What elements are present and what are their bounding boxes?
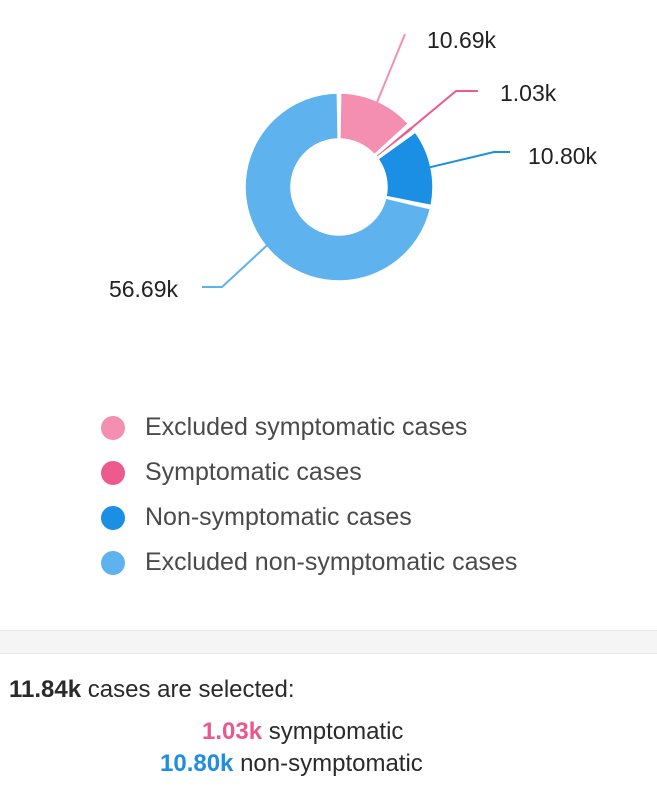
symptomatic-count: 1.03k <box>202 718 263 745</box>
legend-swatch <box>101 505 125 530</box>
legend-swatch <box>101 460 125 485</box>
donut-chart-svg: 10.69k 1.03k 10.80k 56.69k <box>109 27 598 302</box>
legend-swatch <box>101 415 125 440</box>
legend-item-non-symptomatic[interactable]: Non-symptomatic cases <box>101 495 517 540</box>
donut-slice-3[interactable] <box>244 92 432 282</box>
symptomatic-summary-line: 1.03k symptomatic <box>202 718 403 746</box>
legend-item-excluded-non-symptomatic[interactable]: Excluded non-symptomatic cases <box>101 540 517 585</box>
leader-line-3 <box>202 241 272 288</box>
selection-summary: 11.84k cases are selected: <box>9 676 295 704</box>
selected-total-value: 11.84k <box>9 676 82 703</box>
donut-slice-2[interactable] <box>377 131 434 207</box>
legend-label: Excluded symptomatic cases <box>145 413 468 441</box>
legend-label: Non-symptomatic cases <box>145 503 412 531</box>
data-label-3: 56.69k <box>109 276 179 302</box>
legend-label: Excluded non-symptomatic cases <box>145 548 518 576</box>
data-label-1: 1.03k <box>500 80 557 106</box>
leader-line-2 <box>424 151 510 170</box>
donut-chart: 10.69k 1.03k 10.80k 56.69k <box>109 27 598 302</box>
non-symptomatic-count: 10.80k <box>160 750 234 777</box>
legend-item-excluded-symptomatic[interactable]: Excluded symptomatic cases <box>101 405 517 450</box>
symptomatic-text: symptomatic <box>268 718 404 745</box>
data-label-0: 10.69k <box>427 27 497 53</box>
donut-slice-0[interactable] <box>339 92 410 156</box>
section-divider <box>0 630 657 654</box>
leader-line-0 <box>374 33 406 108</box>
data-label-2: 10.80k <box>528 143 598 169</box>
legend-item-symptomatic[interactable]: Symptomatic cases <box>101 450 517 495</box>
leader-line-1 <box>406 90 478 133</box>
chart-legend: Excluded symptomatic cases Symptomatic c… <box>101 405 517 585</box>
non-symptomatic-summary-line: 10.80k non-symptomatic <box>160 750 423 778</box>
non-symptomatic-text: non-symptomatic <box>240 750 423 777</box>
legend-label: Symptomatic cases <box>145 458 362 486</box>
legend-swatch <box>101 550 125 575</box>
selected-total-text: cases are selected: <box>87 676 295 703</box>
